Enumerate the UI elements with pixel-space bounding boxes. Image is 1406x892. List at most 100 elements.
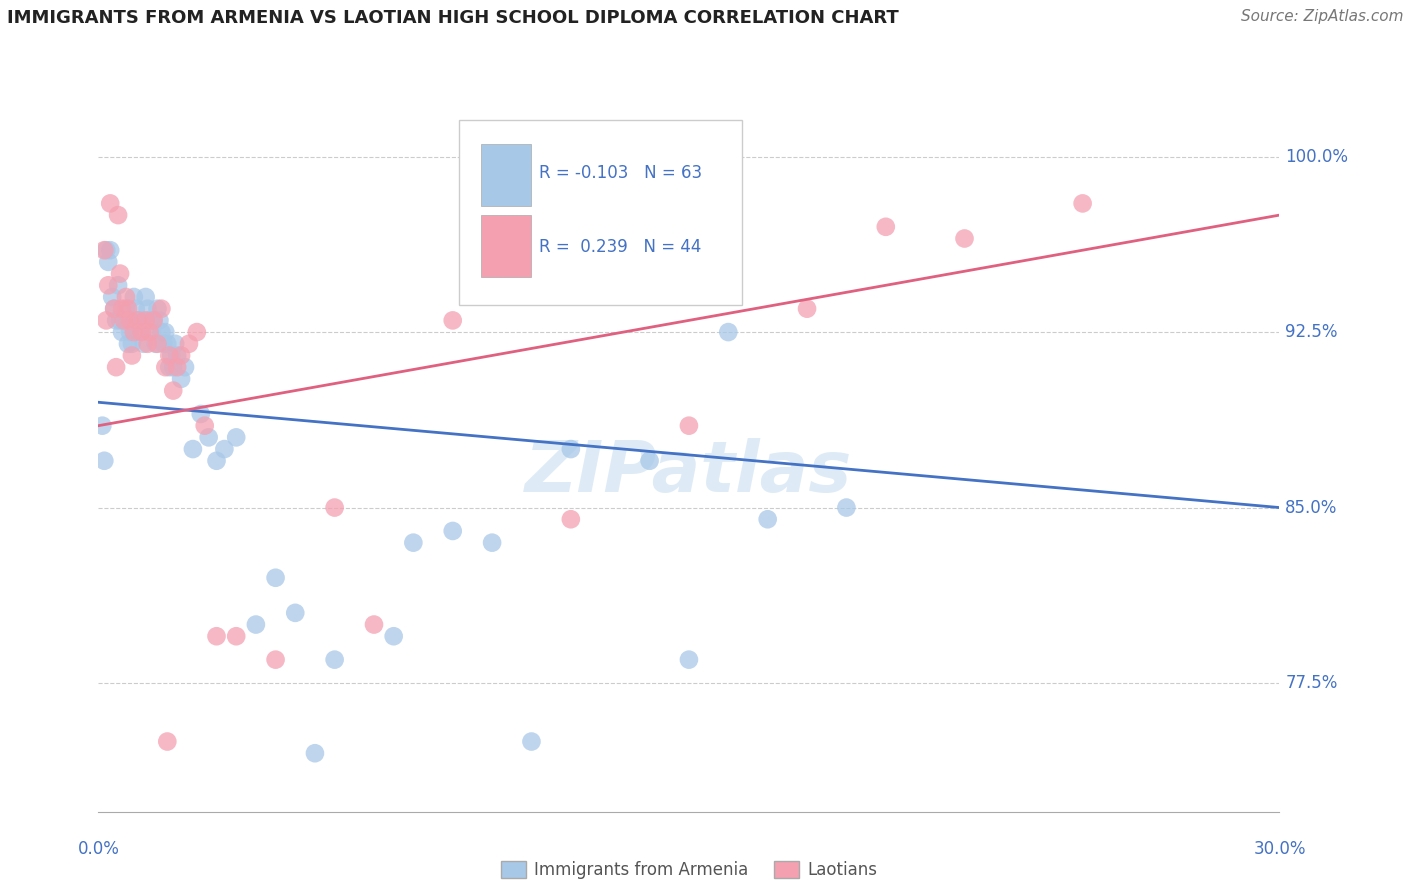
Point	[177, 336, 200, 351]
Point	[756, 512, 779, 526]
Point	[145, 336, 167, 351]
Point	[108, 267, 131, 281]
Point	[96, 243, 118, 257]
Text: R =  0.239   N = 44: R = 0.239 N = 44	[538, 237, 702, 255]
Point	[157, 349, 180, 363]
Point	[162, 384, 184, 398]
Point	[111, 301, 134, 316]
Point	[132, 336, 155, 351]
Point	[107, 278, 129, 293]
Point	[125, 301, 148, 316]
Point	[1071, 196, 1094, 211]
Point	[156, 734, 179, 748]
Point	[304, 746, 326, 760]
Point	[214, 442, 236, 456]
Point	[181, 442, 204, 456]
Point	[101, 290, 124, 304]
Point	[441, 313, 464, 327]
Point	[796, 301, 818, 316]
Point	[98, 243, 121, 257]
Point	[121, 349, 143, 363]
Text: R = -0.103   N = 63: R = -0.103 N = 63	[538, 164, 702, 182]
Point	[117, 301, 139, 316]
Point	[117, 336, 139, 351]
Text: ZIPatlas: ZIPatlas	[526, 438, 852, 507]
Point	[112, 313, 135, 327]
Point	[162, 360, 184, 375]
Point	[560, 442, 582, 456]
Point	[122, 325, 145, 339]
Text: Source: ZipAtlas.com: Source: ZipAtlas.com	[1240, 9, 1403, 24]
Point	[148, 313, 170, 327]
Point	[138, 325, 160, 339]
Point	[142, 313, 165, 327]
Point	[91, 418, 114, 433]
Point	[323, 653, 346, 667]
Point	[382, 629, 405, 643]
Point	[98, 196, 121, 211]
Point	[146, 301, 169, 316]
Point	[103, 301, 125, 316]
Point	[131, 313, 153, 327]
Point	[245, 617, 267, 632]
Point	[97, 278, 120, 293]
Legend: Immigrants from Armenia, Laotians: Immigrants from Armenia, Laotians	[495, 854, 883, 886]
Point	[678, 653, 700, 667]
Point	[875, 219, 897, 234]
Point	[118, 313, 141, 327]
Point	[678, 418, 700, 433]
Point	[170, 372, 193, 386]
FancyBboxPatch shape	[481, 144, 530, 206]
Point	[284, 606, 307, 620]
Point	[150, 325, 173, 339]
Point	[136, 336, 159, 351]
Point	[93, 243, 115, 257]
Point	[131, 325, 153, 339]
Point	[190, 407, 212, 421]
Point	[441, 524, 464, 538]
Point	[107, 208, 129, 222]
Point	[638, 454, 661, 468]
Point	[402, 535, 425, 549]
FancyBboxPatch shape	[481, 215, 530, 277]
Point	[136, 301, 159, 316]
Text: 77.5%: 77.5%	[1285, 674, 1337, 692]
Point	[225, 430, 247, 444]
Text: 100.0%: 100.0%	[1285, 147, 1348, 166]
Point	[156, 336, 179, 351]
Point	[225, 629, 247, 643]
Point	[128, 325, 150, 339]
Point	[165, 336, 187, 351]
Point	[135, 290, 157, 304]
Point	[108, 313, 131, 327]
Point	[363, 617, 385, 632]
Point	[111, 325, 134, 339]
Point	[122, 290, 145, 304]
Text: 85.0%: 85.0%	[1285, 499, 1337, 516]
Point	[166, 360, 188, 375]
Point	[118, 325, 141, 339]
Point	[103, 301, 125, 316]
Point	[174, 360, 197, 375]
Point	[170, 349, 193, 363]
Point	[112, 313, 135, 327]
Point	[186, 325, 208, 339]
Point	[152, 336, 174, 351]
Point	[135, 313, 157, 327]
Point	[146, 336, 169, 351]
Point	[105, 313, 128, 327]
Point	[264, 653, 287, 667]
Point	[194, 418, 217, 433]
Point	[481, 535, 503, 549]
Text: 30.0%: 30.0%	[1253, 840, 1306, 858]
Point	[93, 454, 115, 468]
Point	[115, 301, 138, 316]
Point	[96, 313, 118, 327]
Point	[155, 325, 177, 339]
Point	[115, 290, 138, 304]
Point	[520, 734, 543, 748]
Text: 92.5%: 92.5%	[1285, 323, 1339, 341]
Point	[323, 500, 346, 515]
Point	[264, 571, 287, 585]
Point	[142, 313, 165, 327]
